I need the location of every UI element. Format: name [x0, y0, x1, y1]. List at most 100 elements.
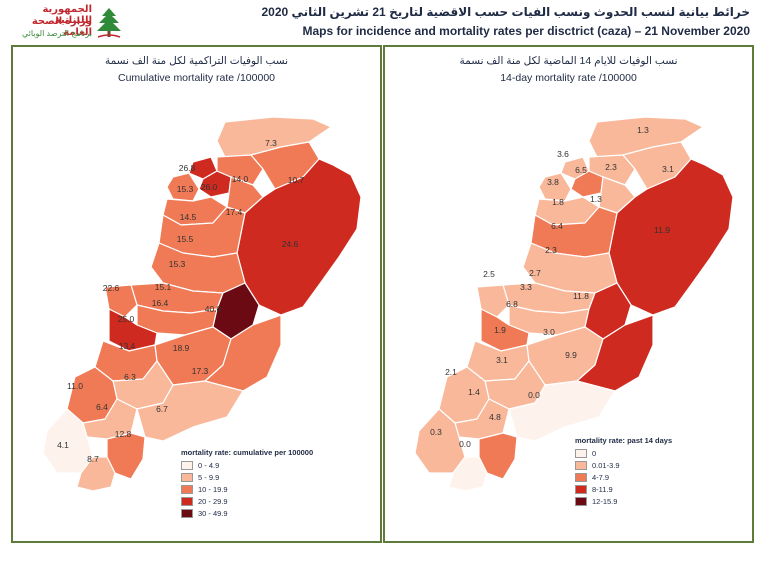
district-value-label: 3.8 [547, 177, 559, 187]
district-value-label: 6.7 [156, 404, 168, 414]
legend-label: 12-15.9 [592, 497, 618, 506]
legend-label: 30 - 49.9 [198, 509, 228, 518]
district-beirut [104, 284, 138, 318]
report-title-ar: خرائط بيانية لنسب الحدوث ونسب الفيات حسب… [261, 5, 751, 19]
legend-item: 0 - 4.9 [181, 460, 313, 471]
district-baabda [480, 308, 530, 352]
district-value-label: 0.0 [459, 439, 471, 449]
panel-title-ar: نسب الوفيات للايام 14 الماضية لكل منة ال… [459, 55, 678, 67]
district-value-label: 3.3 [520, 282, 532, 292]
legend-swatch [575, 497, 587, 506]
district-value-label: 4.1 [57, 440, 69, 450]
district-value-label: 14.5 [180, 212, 197, 222]
panel-title-en: Cumulative mortality rate /100000 [118, 72, 275, 84]
district-value-label: 10.7 [288, 175, 305, 185]
district-value-label: 13.4 [119, 341, 136, 351]
legend-item: 5 - 9.9 [181, 472, 313, 483]
district-value-label: 2.1 [445, 367, 457, 377]
district-value-label: 1.8 [552, 197, 564, 207]
district-value-label: 11.0 [67, 381, 83, 391]
district-value-label: 24.6 [282, 239, 299, 249]
cedar-logo-icon [97, 8, 121, 38]
district-value-label: 22.6 [103, 283, 120, 293]
district-value-label: 6.3 [124, 372, 136, 382]
district-value-label: 6.4 [96, 402, 108, 412]
district-value-label: 15.5 [177, 234, 194, 244]
district-value-label: 6.8 [506, 299, 518, 309]
legend-label: 5 - 9.9 [198, 473, 220, 482]
district-value-label: 6.5 [575, 165, 587, 175]
district-value-label: 0.0 [528, 390, 540, 400]
district-value-label: 25.0 [118, 314, 135, 324]
district-value-label: 2.7 [529, 268, 541, 278]
ministry-department-ar: وزارة الصحة العامة [31, 16, 92, 38]
legend-item: 20 - 29.9 [181, 496, 313, 507]
district-value-label: 1.4 [468, 387, 480, 397]
legend-label: 10 - 19.9 [198, 485, 228, 494]
district-value-label: 2.5 [483, 269, 495, 279]
district-nabatieh [454, 398, 510, 440]
district-value-label: 4.8 [489, 412, 501, 422]
district-value-label: 1.9 [494, 325, 506, 335]
report-title-en: Maps for incidence and mortality rates p… [302, 24, 750, 38]
district-value-label: 6.4 [551, 221, 563, 231]
district-value-label: 12.8 [115, 429, 132, 439]
district-value-label: 11.9 [654, 225, 670, 235]
district-value-label: 1.3 [637, 125, 649, 135]
legend-item: 8-11.9 [575, 484, 672, 495]
legend-label: 0 [592, 449, 597, 458]
district-value-label: 15.3 [169, 259, 186, 269]
district-value-label: 0.3 [430, 427, 442, 437]
ministry-name-ar: الجمهورية اللبنانية [42, 4, 92, 26]
district-hasbaya [508, 380, 616, 442]
map-legend: mortality rate: cumulative per 100000 0 … [181, 448, 313, 520]
legend-item: 30 - 49.9 [181, 508, 313, 519]
legend-swatch [181, 473, 193, 482]
legend-swatch [181, 461, 193, 470]
district-value-label: 1.3 [590, 194, 602, 204]
lebanon-choropleth-map: 1.3 3.6 6.5 2.3 3.1 3.8 1.8 1.3 11.9 6.4… [414, 116, 734, 492]
cumulative-mortality-map-panel: نسب الوفيات التراكمية لكل منة الف نسمة C… [11, 45, 382, 543]
district-value-label: 3.6 [557, 149, 569, 159]
district-bintjbeil [448, 456, 488, 492]
legend-title: mortality rate: cumulative per 100000 [181, 448, 314, 457]
district-baabda [108, 308, 158, 352]
district-value-label: 8.7 [87, 454, 99, 464]
legend-swatch [575, 449, 587, 458]
district-value-label: 15.1 [155, 282, 172, 292]
district-value-label: 9.9 [565, 350, 577, 360]
district-value-label: 14.0 [232, 174, 249, 184]
legend-label: 0 - 4.9 [198, 461, 220, 470]
legend-label: 8-11.9 [592, 485, 613, 494]
district-value-label: 17.3 [192, 366, 209, 376]
legend-label: 20 - 29.9 [198, 497, 228, 506]
legend-item: 0.01-3.9 [575, 460, 672, 471]
district-value-label: 11.8 [573, 291, 589, 301]
district-value-label: 3.0 [543, 327, 555, 337]
district-value-label: 7.3 [265, 138, 277, 148]
legend-title: mortality rate: past 14 days [575, 436, 673, 445]
district-value-label: 16.4 [152, 298, 169, 308]
district-value-label: 2.3 [545, 245, 557, 255]
district-value-label: 2.3 [605, 162, 617, 172]
district-hasbaya [136, 380, 244, 442]
district-baalbek [608, 158, 734, 316]
district-beirut [476, 284, 510, 318]
legend-item: 4-7.9 [575, 472, 672, 483]
legend-swatch [181, 509, 193, 518]
legend-label: 0.01-3.9 [592, 461, 620, 470]
legend-item: 0 [575, 448, 672, 459]
district-value-label: 15.3 [177, 184, 194, 194]
legend-item: 12-15.9 [575, 496, 672, 507]
district-bintjbeil [76, 456, 116, 492]
district-value-label: 26.8 [179, 163, 196, 173]
legend-label: 4-7.9 [592, 473, 610, 482]
district-value-label: 40.0 [205, 304, 222, 314]
district-nabatieh [82, 398, 138, 440]
legend-swatch [575, 485, 587, 494]
map-legend: mortality rate: past 14 days 0 0.01-3.9 … [575, 436, 672, 508]
lebanon-choropleth-map: 7.3 26.8 26.0 14.0 10.7 15.3 14.5 17.4 1… [42, 116, 362, 492]
district-value-label: 17.4 [226, 207, 243, 217]
district-value-label: 26.0 [201, 182, 218, 192]
panel-title-en: 14-day mortality rate /100000 [500, 72, 637, 84]
